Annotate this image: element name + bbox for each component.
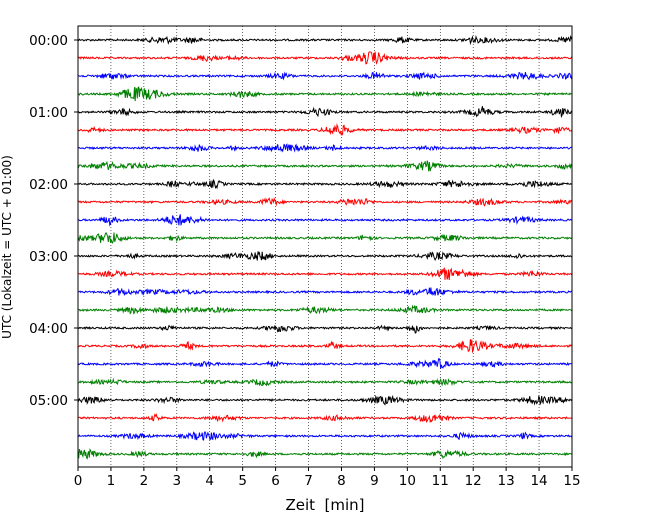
y-tick-label: 05:00 (29, 393, 68, 409)
trace-line (77, 232, 573, 244)
y-tick-label: 03:00 (29, 249, 68, 265)
trace-line (77, 394, 573, 406)
y-axis-label: UTC (Lokalzeit = UTC + 01:00) (0, 155, 14, 339)
x-tick-label: 10 (399, 473, 416, 489)
trace-line (77, 86, 573, 102)
trace-line (78, 377, 573, 387)
trace-line (77, 251, 573, 262)
x-tick-label: 1 (107, 473, 116, 489)
trace-line (77, 214, 573, 227)
x-tick-label: 4 (205, 473, 214, 489)
x-axis-label: Zeit [min] (285, 496, 364, 514)
trace-line (77, 287, 573, 296)
y-tick-label: 01:00 (29, 105, 68, 121)
x-tick-label: 0 (74, 473, 83, 489)
trace-line (78, 413, 573, 424)
trace-line (77, 197, 573, 207)
y-tick-label: 00:00 (29, 33, 68, 49)
x-tick-label: 12 (465, 473, 482, 489)
trace-line (77, 430, 573, 441)
x-tick-label: 15 (563, 473, 580, 489)
trace-line (77, 448, 573, 460)
trace-line (77, 178, 573, 190)
trace-line (77, 123, 573, 137)
x-tick-label: 5 (238, 473, 247, 489)
x-tick-label: 3 (173, 473, 182, 489)
trace-line (77, 160, 573, 172)
y-axis-ticks: 00:00 01:00 02:00 03:00 04:00 05:00 (29, 33, 78, 409)
x-tick-label: 11 (432, 473, 449, 489)
trace-line (77, 358, 573, 369)
trace-line (77, 143, 573, 153)
trace-line (77, 51, 573, 65)
x-tick-label: 2 (140, 473, 149, 489)
x-tick-label: 6 (271, 473, 280, 489)
x-axis-ticks: 0 1 2 3 4 5 6 7 8 9 10 11 12 13 14 15 (74, 467, 581, 489)
trace-line (77, 324, 573, 334)
trace-line (77, 106, 573, 119)
x-tick-label: 8 (337, 473, 346, 489)
y-tick-label: 02:00 (29, 177, 68, 193)
x-tick-label: 13 (498, 473, 515, 489)
trace-line (77, 267, 573, 281)
trace-line (77, 34, 573, 46)
trace-layer (77, 34, 573, 460)
x-tick-label: 7 (304, 473, 313, 489)
plot-area-frame (77, 25, 573, 468)
trace-line (77, 339, 573, 354)
trace-line (77, 71, 573, 81)
trace-line (77, 304, 573, 315)
y-tick-label: 04:00 (29, 321, 68, 337)
x-tick-label: 9 (370, 473, 379, 489)
x-tick-label: 14 (530, 473, 547, 489)
